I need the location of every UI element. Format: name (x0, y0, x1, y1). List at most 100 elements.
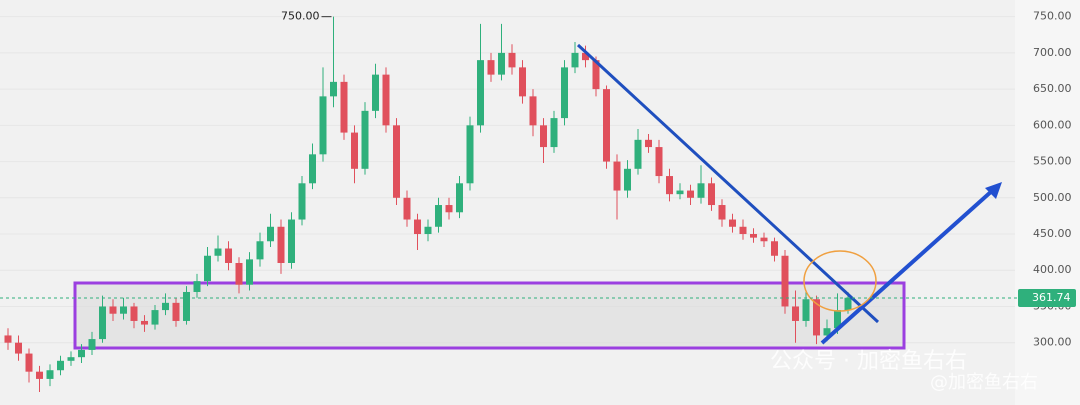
y-tick-label: 750.00 (1033, 10, 1072, 23)
candle-body (298, 183, 306, 220)
candle-body (760, 237, 768, 242)
candle-body (592, 60, 600, 90)
candle-body (582, 52, 589, 61)
candle-body (351, 132, 358, 169)
candle-body (477, 60, 484, 126)
candle-body (813, 299, 820, 336)
candle-body (4, 335, 12, 343)
arrow-line (820, 188, 995, 345)
candle-body (67, 357, 75, 361)
candle-body (225, 248, 232, 263)
candle-body (435, 205, 442, 227)
candle-body (288, 219, 295, 263)
candle-body (834, 310, 841, 329)
candle-body (666, 176, 673, 195)
candle-body (36, 371, 43, 379)
candle-body (697, 183, 705, 198)
candle-body (708, 183, 715, 206)
candle-body (561, 67, 568, 119)
last-price-label: 361.74 (1032, 291, 1071, 304)
candle-body (78, 349, 85, 358)
candle-body (204, 255, 211, 282)
candle-body (519, 67, 526, 97)
candle-body (729, 219, 736, 227)
candle-body (634, 139, 642, 169)
y-tick-label: 600.00 (1033, 118, 1072, 131)
candle-body (46, 370, 54, 379)
candle-body (151, 310, 159, 325)
candle-body (802, 299, 810, 321)
y-tick-label: 300.00 (1033, 336, 1072, 349)
arrow-head (985, 182, 1002, 199)
support-zone (73, 281, 906, 350)
candle-body (214, 248, 222, 256)
y-tick-label: 700.00 (1033, 46, 1072, 59)
y-tick-label: 500.00 (1033, 191, 1072, 204)
candle-body (193, 281, 201, 292)
candle-body (162, 302, 169, 311)
y-tick-label: 650.00 (1033, 82, 1072, 95)
candle-body (613, 161, 621, 191)
trend-line (576, 43, 880, 324)
candle-body (372, 74, 379, 111)
candle-body (624, 168, 631, 191)
candle-body (141, 320, 148, 325)
candle-body (823, 328, 831, 336)
candle-body (25, 353, 33, 372)
candle-body (109, 306, 117, 314)
watermark: 公众号 · 加密鱼右右 (770, 349, 967, 374)
candle-body (750, 234, 757, 238)
candle-body (120, 306, 127, 314)
candle-body (99, 306, 106, 340)
candle-body (319, 96, 327, 155)
candle-body (487, 60, 495, 75)
candle-body (88, 339, 96, 350)
candle-body (130, 306, 138, 321)
candle-body (172, 302, 180, 321)
candle-body (414, 219, 421, 235)
candle-body (246, 259, 253, 285)
highlight-ellipse (803, 250, 877, 312)
candle-body (771, 241, 778, 256)
candle-body (844, 297, 852, 311)
candle-body (403, 197, 411, 220)
candle-body (792, 306, 799, 321)
candle-body (424, 226, 432, 235)
candle-body (508, 52, 516, 68)
candle-body (655, 147, 663, 177)
candle-body (57, 360, 64, 371)
candle-body (603, 89, 610, 162)
candle-body (183, 291, 190, 321)
candle-body (445, 205, 453, 213)
candle-body (466, 125, 474, 184)
candle-body (676, 190, 684, 195)
candle-body (781, 255, 789, 307)
candle-body (456, 183, 463, 213)
candle-body (309, 154, 316, 184)
candle-body (267, 226, 274, 242)
candle-body (393, 125, 400, 198)
candle-body (687, 190, 694, 198)
candle-body (330, 81, 337, 97)
candle-body (256, 241, 264, 260)
candle-body (361, 110, 369, 169)
candle-body (235, 262, 243, 285)
candle-body (739, 226, 747, 235)
watermark-handle: @加密鱼右右 (930, 372, 1038, 393)
candle-body (571, 52, 579, 68)
candle-body (498, 52, 505, 75)
candle-body (550, 118, 558, 148)
candle-body (340, 81, 348, 133)
max-marker-label: 750.00 (281, 10, 320, 23)
last-price-box (1018, 288, 1076, 307)
y-tick-label: 550.00 (1033, 155, 1072, 168)
candle-body (15, 342, 22, 354)
y-tick-label: 450.00 (1033, 227, 1072, 240)
candle-body (277, 226, 285, 263)
candle-body (540, 125, 547, 148)
candle-body (718, 205, 726, 220)
y-tick-label: 400.00 (1033, 263, 1072, 276)
price-axis (1015, 0, 1080, 405)
candle-body (382, 74, 390, 126)
